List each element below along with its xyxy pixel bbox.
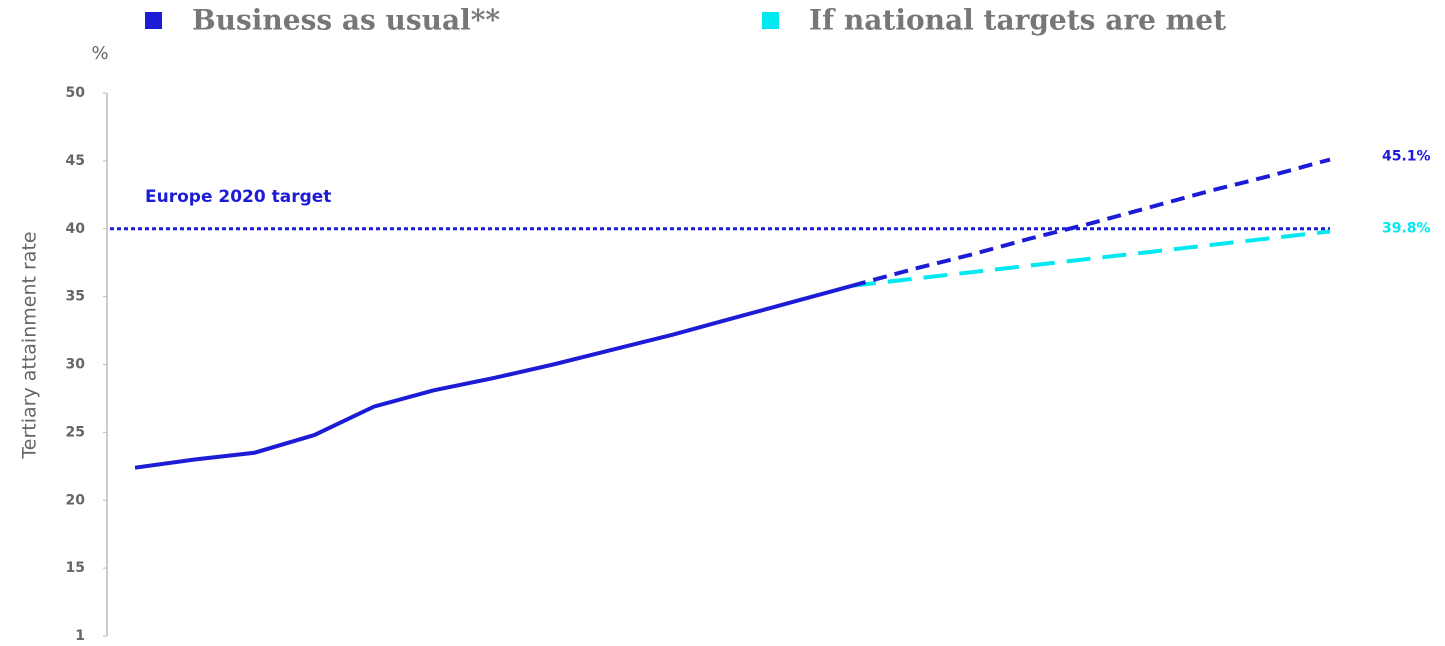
series-line bbox=[851, 157, 1331, 288]
legend-label: Business as usual** bbox=[192, 4, 500, 37]
y-tick-label: 40 bbox=[66, 221, 86, 237]
y-tick-label: 15 bbox=[66, 560, 85, 576]
series-line bbox=[134, 283, 853, 470]
y-tick-label: 50 bbox=[66, 85, 86, 101]
y-tick-label: 35 bbox=[66, 289, 85, 305]
y-tick-label: 20 bbox=[66, 492, 86, 508]
y-tick-label: 25 bbox=[66, 424, 85, 440]
value-label: 39.8% bbox=[1382, 220, 1431, 236]
value-label: 45.1% bbox=[1382, 149, 1431, 165]
y-tick-label: 45 bbox=[66, 153, 85, 169]
legend-swatch bbox=[762, 12, 779, 29]
y-unit: % bbox=[91, 43, 108, 64]
y-tick-label: 1 bbox=[75, 628, 85, 644]
legend-swatch bbox=[145, 12, 162, 29]
series-line bbox=[851, 229, 1331, 288]
y-axis-label: Tertiary attainment rate bbox=[19, 231, 41, 459]
reference-label: Europe 2020 target bbox=[145, 187, 331, 207]
y-tick-label: 30 bbox=[66, 357, 86, 373]
legend-label: If national targets are met bbox=[809, 4, 1226, 37]
